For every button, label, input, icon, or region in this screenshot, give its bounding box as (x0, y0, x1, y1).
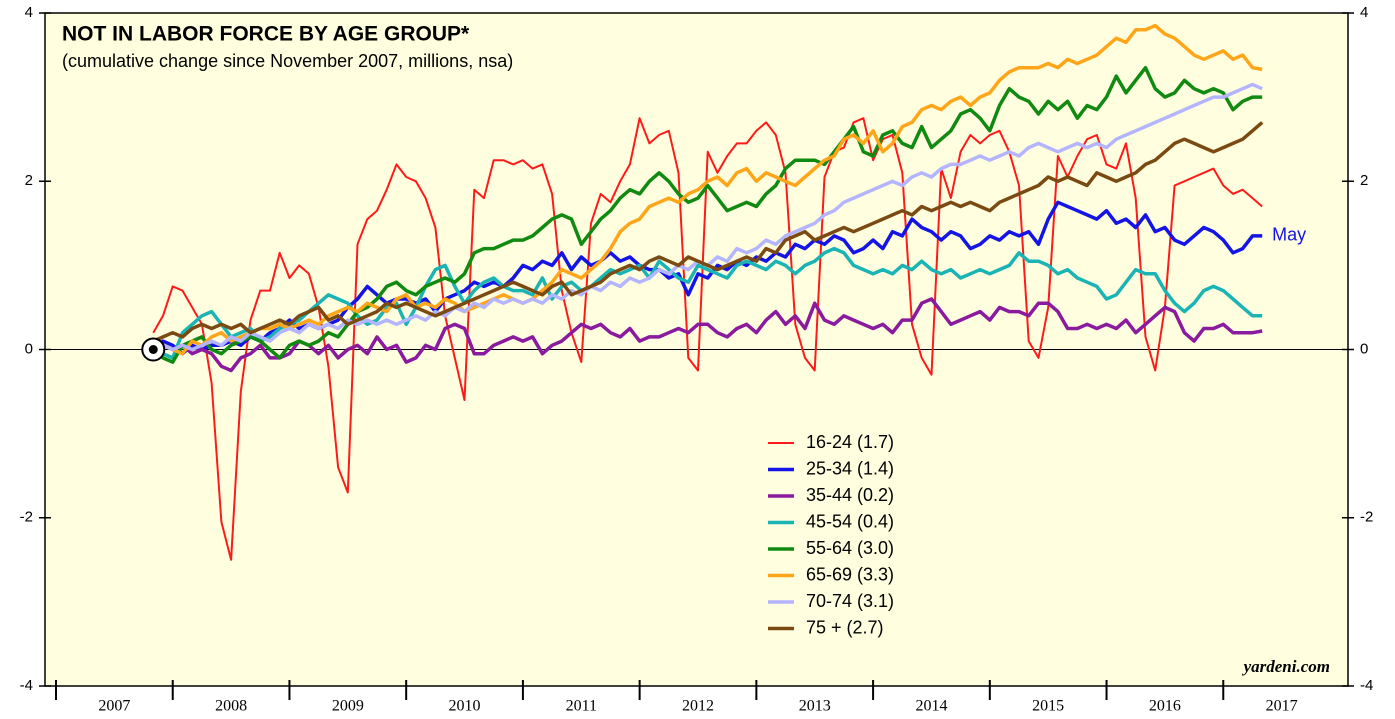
series-line (152, 297, 1263, 373)
y-tick-label: 0 (25, 340, 33, 357)
legend-label: 75 + (2.7) (806, 617, 884, 637)
x-tick-label: 2017 (1266, 698, 1298, 715)
annotation: May (1272, 225, 1306, 245)
legend-label: 45-54 (0.4) (806, 511, 894, 531)
y-tick-label: -2 (20, 509, 33, 526)
x-tick-label: 2007 (98, 698, 130, 715)
x-tick-label: 2012 (682, 698, 714, 715)
y-tick-label-right: -4 (1360, 677, 1373, 694)
y-tick-label: 4 (25, 4, 33, 21)
legend-label: 16-24 (1.7) (806, 432, 894, 452)
x-tick-label: 2009 (332, 698, 364, 715)
x-tick-label: 2016 (1149, 698, 1181, 715)
series-line (152, 23, 1263, 356)
series-line (152, 121, 1264, 343)
origin-dot (148, 345, 158, 354)
legend-label: 25-34 (1.4) (806, 458, 894, 478)
x-tick-label: 2008 (215, 698, 247, 715)
series-line (151, 246, 1263, 360)
series-line (152, 65, 1263, 364)
legend-label: 70-74 (3.1) (806, 591, 894, 611)
x-tick-label: 2011 (566, 698, 597, 715)
y-tick-label: -4 (20, 677, 33, 694)
x-tick-label: 2015 (1032, 698, 1064, 715)
y-tick-label-right: 4 (1360, 4, 1368, 21)
series-line (152, 117, 1263, 561)
x-tick-label: 2014 (915, 698, 947, 715)
chart-title: NOT IN LABOR FORCE BY AGE GROUP* (62, 23, 470, 46)
legend-label: 55-64 (3.0) (806, 538, 894, 558)
y-tick-label-right: 2 (1360, 172, 1368, 189)
x-tick-label: 2010 (449, 698, 481, 715)
source: yardeni.com (1242, 657, 1330, 676)
y-tick-label-right: -2 (1360, 509, 1373, 526)
series-line (152, 200, 1263, 356)
x-tick-label: 2013 (799, 698, 831, 715)
y-tick-label-right: 0 (1360, 340, 1368, 357)
legend-label: 35-44 (0.2) (806, 485, 894, 505)
y-tick-label: 2 (25, 172, 33, 189)
chart-subtitle: (cumulative change since November 2007, … (62, 51, 513, 71)
legend-label: 65-69 (3.3) (806, 564, 894, 584)
